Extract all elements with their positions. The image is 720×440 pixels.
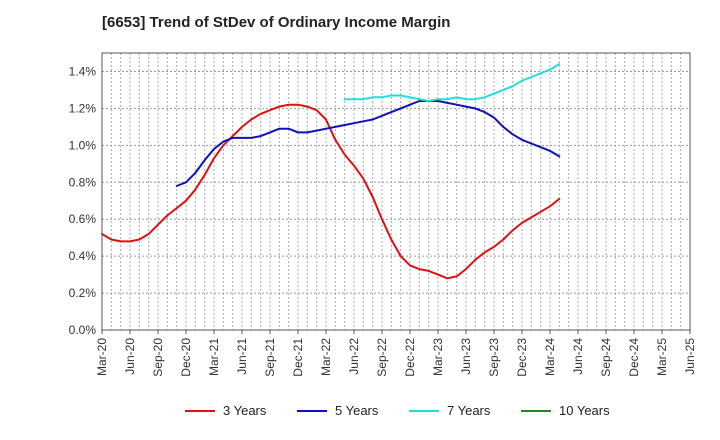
x-tick-label: Mar-25 <box>655 338 669 376</box>
x-tick-label: Jun-24 <box>571 338 585 375</box>
x-tick-label: Jun-22 <box>347 338 361 375</box>
legend-label-5-years: 5 Years <box>335 403 379 418</box>
x-tick-label: Dec-24 <box>627 338 641 377</box>
series-lines <box>101 63 561 280</box>
x-tick-label: Sep-21 <box>263 338 277 377</box>
y-tick-label: 0.4% <box>69 249 97 263</box>
x-tick-label: Dec-23 <box>515 338 529 377</box>
legend-label-7-years: 7 Years <box>447 403 491 418</box>
x-tick-label: Dec-22 <box>403 338 417 377</box>
x-tick-label: Sep-22 <box>375 338 389 377</box>
legend: 3 Years 5 Years 7 Years 10 Years <box>185 403 610 418</box>
x-tick-label: Dec-20 <box>179 338 193 377</box>
series-line-3-years <box>101 103 561 280</box>
y-tick-label: 0.2% <box>69 286 97 300</box>
series-line-7-years <box>343 63 561 102</box>
series-line-5-years <box>175 100 561 187</box>
y-tick-label: 1.2% <box>69 101 97 115</box>
x-tick-label: Mar-21 <box>207 338 221 376</box>
y-tick-label: 0.0% <box>69 323 97 337</box>
x-tick-label: Sep-20 <box>151 338 165 377</box>
x-tick-label: Sep-24 <box>599 338 613 377</box>
x-tick-label: Jun-21 <box>235 338 249 375</box>
legend-label-10-years: 10 Years <box>559 403 610 418</box>
y-tick-label: 1.4% <box>69 64 97 78</box>
x-tick-label: Mar-22 <box>319 338 333 376</box>
x-tick-label: Mar-24 <box>543 338 557 376</box>
x-tick-label: Mar-20 <box>95 338 109 376</box>
x-tick-label: Jun-23 <box>459 338 473 375</box>
y-tick-label: 1.0% <box>69 138 97 152</box>
x-tick-label: Jun-25 <box>683 338 697 375</box>
plot-frame <box>101 52 691 331</box>
x-tick-label: Dec-21 <box>291 338 305 377</box>
x-tick-label: Jun-20 <box>123 338 137 375</box>
legend-label-3-years: 3 Years <box>223 403 267 418</box>
axes: 0.0% 0.2% 0.4% 0.6% 0.8% 1.0% 1.2% 1.4% Mar-20 Ju… <box>69 52 697 377</box>
y-tick-label: 0.8% <box>69 175 97 189</box>
x-tick-label: Mar-23 <box>431 338 445 376</box>
y-tick-label: 0.6% <box>69 212 97 226</box>
chart-title: [6653] Trend of StDev of Ordinary Income… <box>102 14 451 31</box>
x-tick-label: Sep-23 <box>487 338 501 377</box>
